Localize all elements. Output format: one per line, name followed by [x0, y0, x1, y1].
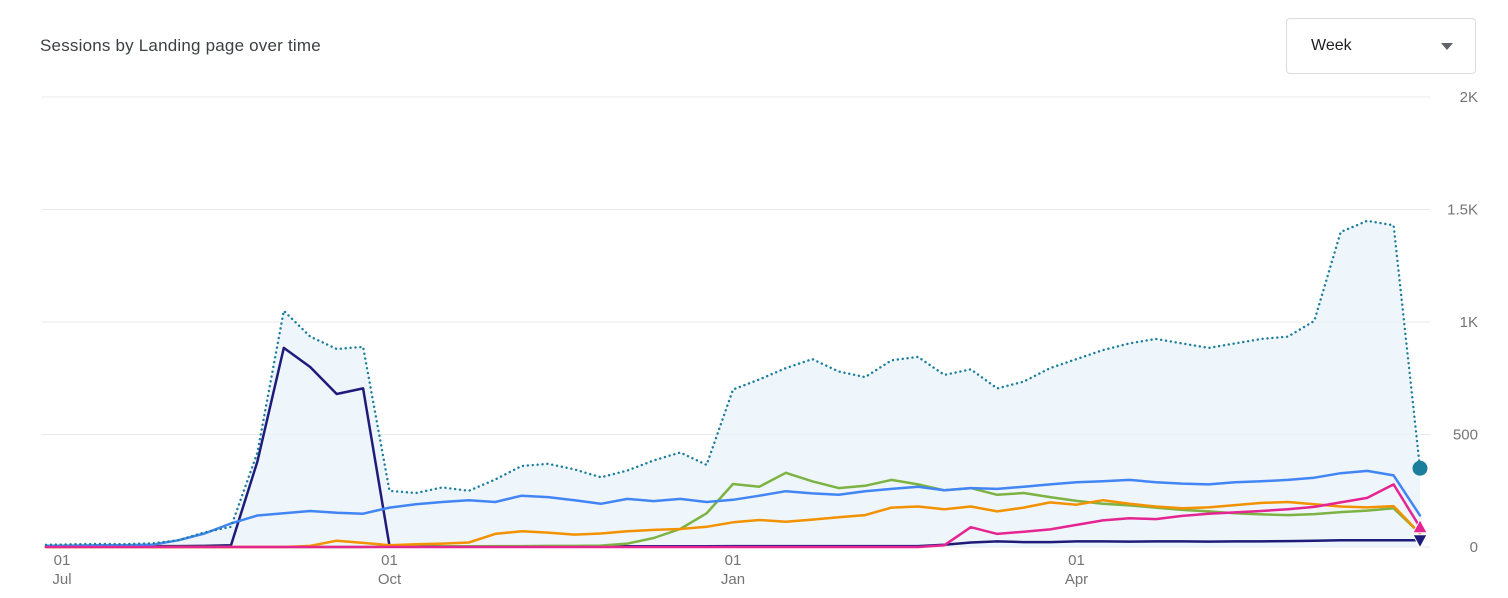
y-axis-label: 1.5K: [1447, 202, 1478, 219]
total-area-fill: [46, 220, 1420, 548]
series-line-pink: [44, 483, 1422, 549]
card-header: Sessions by Landing page over time Week: [0, 0, 1508, 78]
chevron-down-icon: [1441, 42, 1453, 50]
y-axis-label: 2K: [1460, 89, 1478, 106]
y-axis-label: 1K: [1460, 314, 1478, 331]
sessions-over-time-chart[interactable]: 0 500 1K 1.5K 2K 01 Jul 01 Oct 01 Jan 01 Apr: [0, 78, 1508, 598]
x-axis-label-day: 01: [725, 552, 742, 569]
series-line-blue: [44, 469, 1422, 548]
interval-dropdown-value: Week: [1311, 37, 1352, 54]
x-axis-label-month: Oct: [378, 571, 402, 588]
x-axis-label-month: Jan: [721, 571, 745, 588]
y-axis-label: 0: [1470, 539, 1478, 556]
y-axis-label: 500: [1453, 427, 1478, 444]
anomaly-marker-triangle-up[interactable]: [1412, 518, 1428, 534]
x-axis-label-day: 01: [381, 552, 398, 569]
chart-title: Sessions by Landing page over time: [40, 36, 321, 55]
anomaly-marker-circle[interactable]: [1412, 460, 1428, 476]
interval-dropdown[interactable]: Week: [1286, 18, 1476, 74]
x-axis-label-day: 01: [1068, 552, 1085, 569]
x-axis-label-month: Apr: [1065, 571, 1088, 588]
series-line-total-dotted: [44, 219, 1422, 546]
anomaly-marker-triangle-down[interactable]: [1412, 534, 1428, 549]
line-chart-svg: 0 500 1K 1.5K 2K 01 Jul 01 Oct 01 Jan 01 Apr: [42, 89, 1478, 588]
x-axis-label-month: Jul: [52, 571, 71, 588]
x-axis-label-day: 01: [54, 552, 71, 569]
